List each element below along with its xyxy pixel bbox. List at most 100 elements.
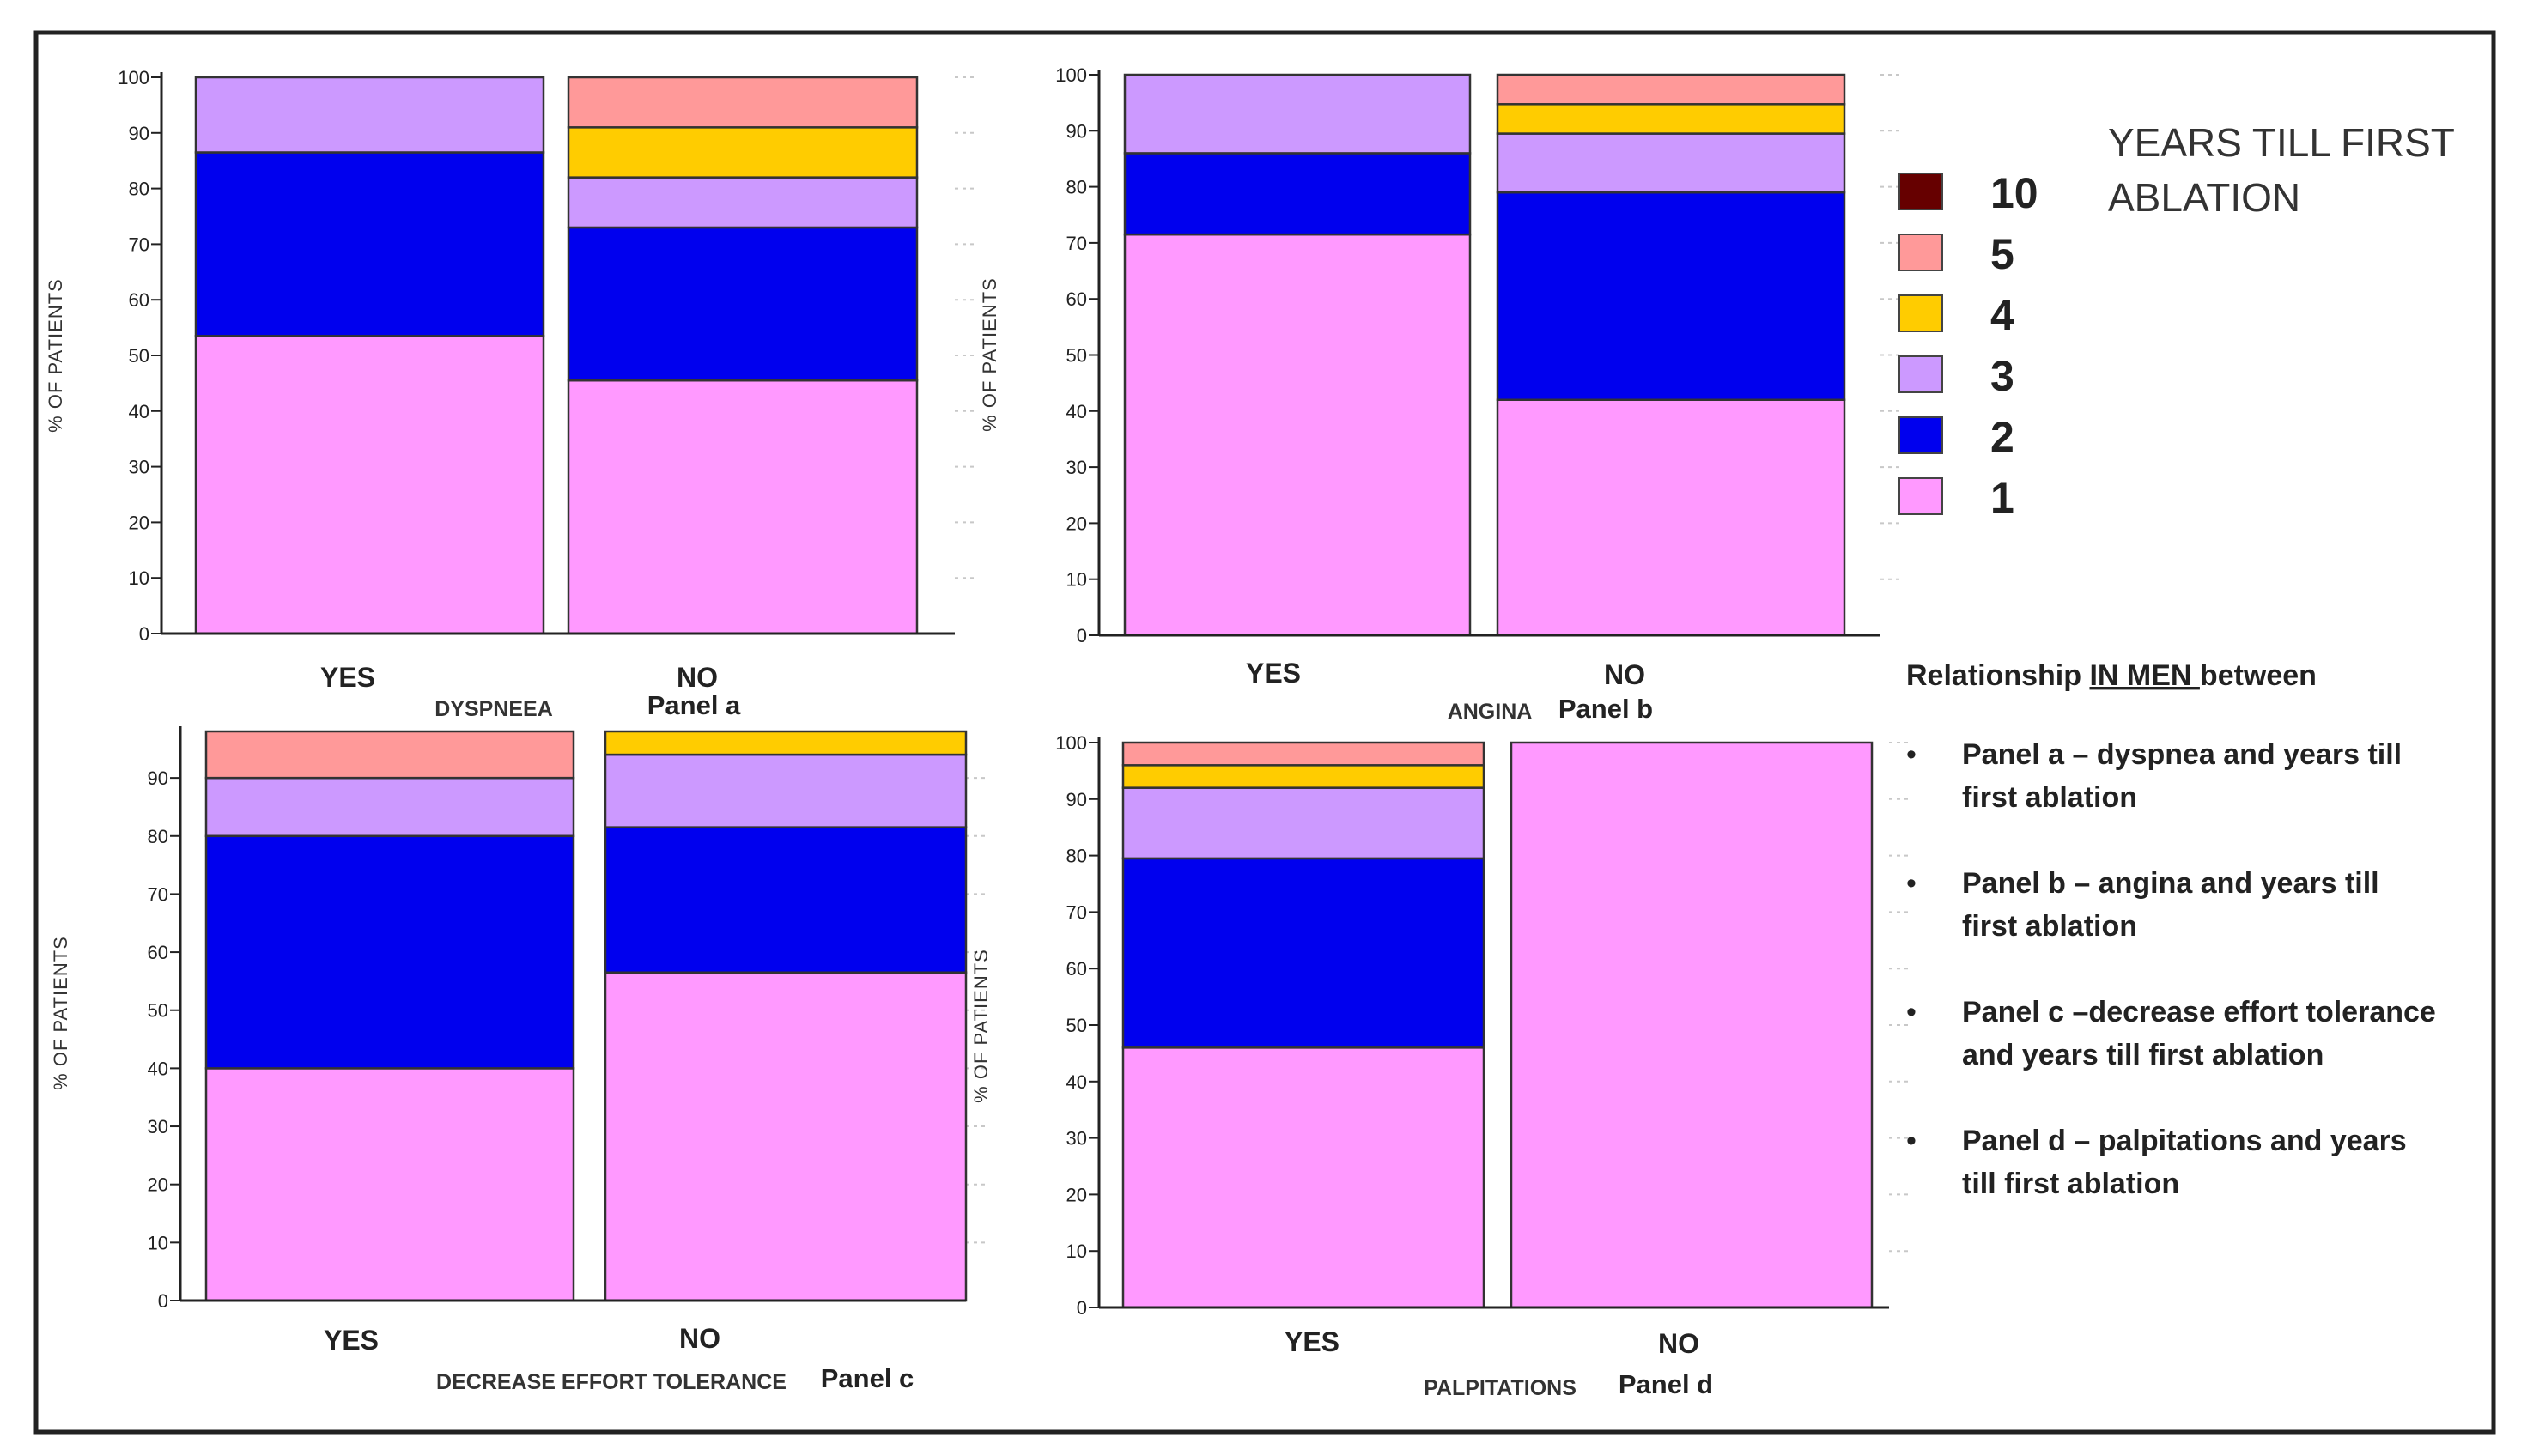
chart-panel-d: 0 10 20 30 40 50 60 70 80 90 100 YES NO % OF PATIENTS… (970, 732, 1911, 1400)
y-tick-label-c-40: 40 (148, 1058, 168, 1079)
legend-swatch-2 (1898, 416, 1943, 454)
y-tick-label-a-10: 10 (129, 567, 149, 589)
description-item-1-line2: first ablation (1962, 781, 2137, 814)
category-label-c-yes: YES (324, 1325, 379, 1356)
chart-panel-a: 0 10 20 30 40 50 60 70 80 90 100 YES NO % OF PATIENTS… (45, 67, 977, 721)
bar-a-yes-seg-2 (194, 151, 545, 337)
relationship-title-underlined: IN MEN (2089, 659, 2199, 692)
bar-b-no-seg-1 (1496, 398, 1846, 637)
y-tick-label-c-80: 80 (148, 826, 168, 847)
y-tick-label-d-20: 20 (1066, 1184, 1087, 1205)
y-tick-label-d-90: 90 (1066, 789, 1087, 810)
y-tick-label-d-10: 10 (1066, 1241, 1087, 1262)
y-tick-label-b-10: 10 (1066, 569, 1087, 591)
y-tick-label-b-30: 30 (1066, 457, 1087, 478)
y-axis-label-c: % OF PATIENTS (50, 936, 71, 1090)
y-tick-label-c-30: 30 (148, 1116, 168, 1138)
bar-c-yes-seg-2 (204, 834, 575, 1070)
chart-panel-b: 0 10 20 30 40 50 60 70 80 90 100 YES NO % OF PATIENTS… (979, 64, 1903, 724)
bar-b-yes-seg-1 (1123, 233, 1472, 637)
y-tick-label-a-20: 20 (129, 512, 149, 533)
y-tick-label-d-100: 100 (1055, 732, 1087, 754)
category-label-a-no: NO (677, 662, 718, 693)
y-axis-label-d: % OF PATIENTS (970, 949, 992, 1103)
description-item-1-line1: Panel a – dyspnea and years till (1962, 738, 2402, 771)
y-tick-label-b-70: 70 (1066, 233, 1087, 254)
y-tick-label-d-30: 30 (1066, 1128, 1087, 1150)
bar-c-yes-seg-1 (204, 1067, 575, 1302)
bullet-3: • (1906, 996, 1917, 1028)
bar-c-no-seg-4 (604, 730, 968, 756)
x-axis-label-d: PALPITATIONS (1424, 1376, 1576, 1400)
y-tick-label-b-100: 100 (1055, 64, 1087, 86)
y-tick-label-b-20: 20 (1066, 513, 1087, 534)
bar-a-no-seg-3 (567, 176, 919, 229)
legend-swatch-5 (1898, 234, 1943, 271)
y-tick-label-b-50: 50 (1066, 345, 1087, 367)
description-items: • Panel a – dyspnea and years till first a… (1906, 738, 2436, 1200)
y-tick-label-a-60: 60 (129, 289, 149, 311)
description-item-3-line2: and years till first ablation (1962, 1039, 2324, 1071)
y-tick-label-b-60: 60 (1066, 288, 1087, 310)
y-tick-label-c-0: 0 (158, 1290, 168, 1312)
legend-label-1: 1 (1990, 474, 2014, 522)
category-label-d-no: NO (1658, 1328, 1699, 1359)
y-tick-label-c-20: 20 (148, 1174, 168, 1196)
bar-a-no-seg-2 (567, 226, 919, 382)
legend-swatch-3 (1898, 355, 1943, 393)
bar-a-no-seg-5 (567, 76, 919, 129)
category-label-b-no: NO (1604, 659, 1645, 690)
relationship-title-prefix: Relationship (1906, 659, 2089, 692)
y-tick-label-a-30: 30 (129, 457, 149, 478)
bar-c-no-seg-3 (604, 753, 968, 828)
bar-a-yes-seg-3 (194, 76, 545, 154)
bar-b-no-seg-2 (1496, 191, 1846, 401)
y-tick-label-b-0: 0 (1077, 625, 1087, 646)
bar-d-no-seg-1 (1510, 741, 1874, 1309)
bar-b-yes-seg-3 (1123, 73, 1472, 155)
bullet-4: • (1906, 1125, 1917, 1157)
relationship-title: Relationship IN MEN between (1906, 659, 2317, 692)
bar-d-yes-seg-1 (1121, 1046, 1485, 1309)
legend-swatch-4 (1898, 294, 1943, 332)
bar-c-no-seg-2 (604, 826, 968, 974)
category-label-d-yes: YES (1285, 1326, 1339, 1357)
bar-c-no-seg-1 (604, 971, 968, 1302)
y-tick-label-a-90: 90 (129, 123, 149, 144)
legend-swatch-10 (1898, 173, 1943, 210)
panel-label-b: Panel b (1558, 694, 1653, 724)
y-tick-label-d-80: 80 (1066, 846, 1087, 867)
relationship-title-suffix: between (2200, 659, 2317, 692)
x-axis-label-a: DYSPNEEA (434, 697, 553, 721)
description-item-2-line2: first ablation (1962, 910, 2137, 943)
y-tick-label-c-60: 60 (148, 942, 168, 963)
bar-d-yes-seg-3 (1121, 786, 1485, 860)
bar-b-no-seg-4 (1496, 103, 1846, 135)
y-tick-label-a-80: 80 (129, 179, 149, 200)
bar-c-yes-seg-3 (204, 776, 575, 838)
panel-description: Relationship IN MEN between • Panel a – d… (1906, 659, 2436, 1200)
bar-c-yes-seg-5 (204, 730, 575, 780)
y-tick-label-b-80: 80 (1066, 177, 1087, 198)
legend-swatch-1 (1898, 477, 1943, 515)
description-item-4-line2: till first ablation (1962, 1168, 2179, 1200)
y-axis-label-a: % OF PATIENTS (45, 278, 66, 433)
y-tick-label-b-90: 90 (1066, 120, 1087, 142)
y-tick-label-a-40: 40 (129, 401, 149, 422)
y-tick-label-a-0: 0 (139, 623, 149, 645)
y-tick-label-d-40: 40 (1066, 1071, 1087, 1093)
bar-a-yes-seg-1 (194, 335, 545, 635)
bar-a-no-seg-4 (567, 126, 919, 179)
bullet-2: • (1906, 867, 1917, 900)
y-tick-label-d-70: 70 (1066, 901, 1087, 923)
category-label-a-yes: YES (320, 662, 375, 693)
y-tick-label-d-50: 50 (1066, 1015, 1087, 1036)
y-tick-label-c-10: 10 (148, 1232, 168, 1253)
y-tick-label-a-70: 70 (129, 234, 149, 255)
panel-label-a: Panel a (647, 690, 741, 720)
y-tick-label-d-0: 0 (1077, 1297, 1087, 1319)
legend-label-3: 3 (1990, 352, 2014, 400)
